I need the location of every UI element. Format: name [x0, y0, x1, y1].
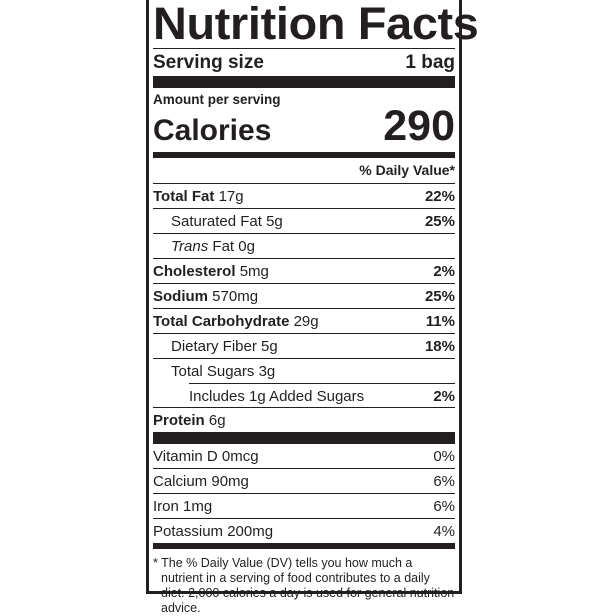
thick-divider — [153, 432, 455, 444]
daily-value-header: % Daily Value* — [359, 162, 455, 178]
nutrient-name: Vitamin D — [153, 448, 218, 465]
serving-size-value: 1 bag — [405, 52, 455, 73]
medium-divider — [153, 152, 455, 158]
nutrient-row-dietary-fiber: Dietary Fiber 5g 18% — [153, 333, 455, 358]
nutrient-row-sodium: Sodium 570mg 25% — [153, 283, 455, 308]
nutrient-amount: 29g — [293, 313, 319, 330]
nutrient-name: Total Carbohydrate — [153, 313, 290, 330]
micronutrient-row-iron: Iron 1mg 6% — [153, 493, 455, 518]
nutrient-name: Iron — [153, 498, 179, 515]
label-title: Nutrition Facts — [153, 0, 479, 49]
nutrient-amount: 200mg — [227, 523, 274, 540]
nutrient-amount: 0mcg — [221, 448, 259, 465]
nutrient-row-saturated-fat: Saturated Fat 5g 25% — [153, 208, 455, 233]
nutrition-facts-label: Nutrition Facts Serving size 1 bag Amoun… — [146, 0, 479, 615]
nutrient-amount: 570mg — [212, 288, 259, 305]
nutrient-amount: 5g — [261, 338, 278, 355]
nutrient-name-suffix: Fat — [212, 238, 235, 255]
nutrient-row-protein: Protein 6g — [153, 407, 455, 432]
nutrient-amount: 5g — [266, 213, 283, 230]
nutrient-name: Trans — [171, 238, 209, 255]
nutrient-name: Cholesterol — [153, 263, 236, 280]
nutrient-row-total-carbohydrate: Total Carbohydrate 29g 11% — [153, 308, 455, 333]
nutrient-amount: 1mg — [183, 498, 213, 515]
nutrient-amount: 6g — [208, 412, 226, 429]
medium-divider — [153, 543, 455, 549]
calories-label: Calories — [153, 114, 272, 147]
nutrient-dv: 2% — [433, 388, 455, 405]
calories-value: 290 — [383, 102, 455, 150]
nutrient-dv: 25% — [424, 213, 455, 230]
nutrient-amount: 3g — [258, 363, 276, 380]
nutrient-name: Calcium — [153, 473, 208, 490]
nutrient-dv: 6% — [433, 498, 455, 515]
calories-row: Calories 290 — [153, 104, 455, 148]
micronutrient-row-vitamin-d: Vitamin D 0mcg 0% — [153, 444, 455, 468]
nutrient-amount: 90mg — [211, 473, 249, 490]
nutrient-dv: 4% — [433, 523, 455, 540]
nutrient-name: Saturated Fat — [171, 213, 262, 230]
nutrient-name: Sodium — [153, 288, 208, 305]
nutrient-dv: 25% — [424, 288, 455, 305]
nutrient-row-total-sugars: Total Sugars 3g — [153, 358, 455, 383]
serving-size-row: Serving size 1 bag — [153, 49, 455, 76]
serving-size-label: Serving size — [153, 52, 264, 73]
nutrient-dv: 6% — [433, 473, 455, 490]
nutrient-dv: 0% — [433, 448, 455, 465]
nutrient-name: Dietary Fiber — [171, 338, 257, 355]
nutrient-amount: 5mg — [239, 263, 269, 280]
nutrient-name: Protein — [153, 412, 205, 429]
nutrient-row-total-fat: Total Fat 17g 22% — [153, 183, 455, 208]
micronutrient-row-calcium: Calcium 90mg 6% — [153, 468, 455, 493]
nutrient-name: Total Sugars — [171, 363, 255, 380]
nutrient-name: Includes 1g Added Sugars — [189, 388, 365, 405]
nutrient-dv: 11% — [425, 313, 455, 330]
micronutrient-row-potassium: Potassium 200mg 4% — [153, 518, 455, 543]
nutrient-dv: 2% — [433, 263, 455, 280]
nutrient-dv: 18% — [424, 338, 455, 355]
nutrient-amount: 17g — [218, 188, 244, 205]
nutrient-dv: 22% — [424, 188, 455, 205]
nutrient-name: Potassium — [153, 523, 224, 540]
nutrient-amount: 0g — [238, 238, 255, 255]
nutrient-row-cholesterol: Cholesterol 5mg 2% — [153, 258, 455, 283]
footnote: * The % Daily Value (DV) tells you how m… — [153, 556, 455, 615]
nutrient-row-added-sugars: Includes 1g Added Sugars 2% — [153, 383, 455, 407]
amount-per-serving: Amount per serving — [153, 92, 281, 107]
divider — [153, 48, 455, 49]
nutrient-row-trans-fat: Trans Fat 0g — [153, 233, 455, 258]
thick-divider — [153, 76, 455, 88]
nutrient-name: Total Fat — [153, 188, 215, 205]
